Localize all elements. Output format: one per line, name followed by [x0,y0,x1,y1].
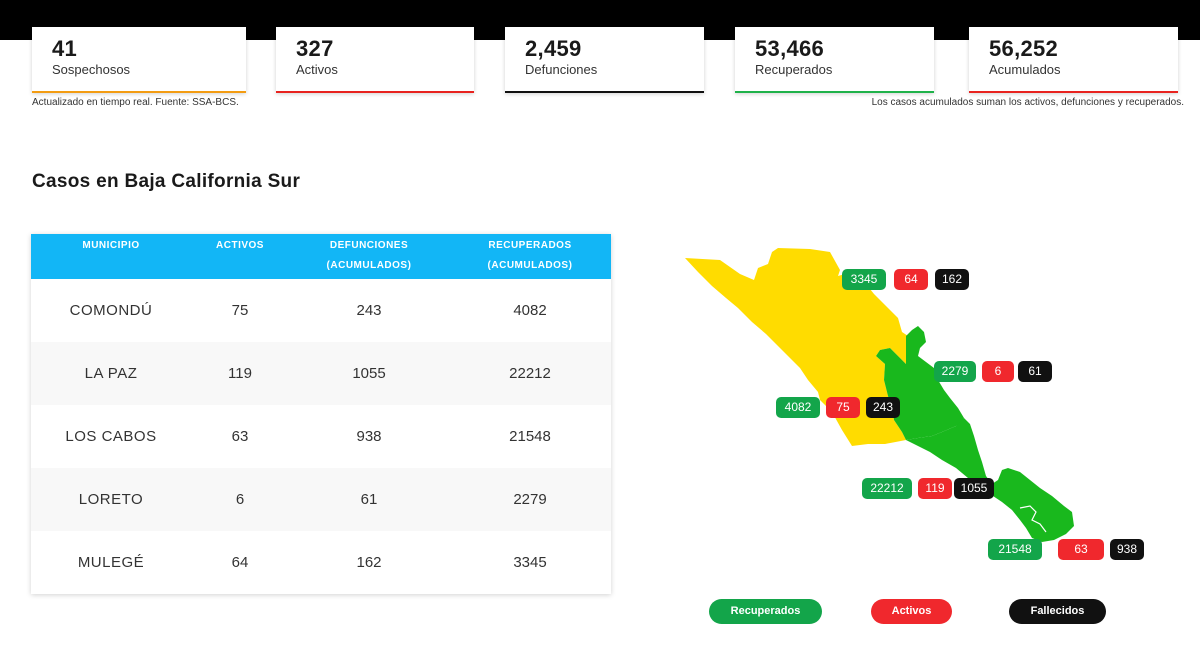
bcs-map [685,248,1074,542]
stat-label: Defunciones [525,62,598,77]
cell-recuperados: 21548 [509,428,551,445]
cell-recuperados: 4082 [513,302,547,319]
badge-lapaz-recuperados: 22212 [862,478,912,499]
badge-mulege-fallecidos: 162 [935,269,969,290]
table-row: MULEGÉ 64 162 3345 [31,531,611,594]
cell-recuperados: 22212 [509,365,551,382]
stat-label: Acumulados [989,62,1061,77]
section-title: Casos en Baja California Sur [32,171,301,192]
table-row: COMONDÚ 75 243 4082 [31,279,611,342]
table-row: LORETO 6 61 2279 [31,468,611,531]
cell-municipio: MULEGÉ [77,554,145,571]
stat-label: Sospechosos [52,62,131,77]
header-activos: ACTIVOS [216,240,264,251]
stat-label: Activos [296,62,338,77]
header-recuperados: RECUPERADOS (ACUMULADOS) [487,240,573,271]
map-region-mulege-comondu [685,248,910,446]
cell-municipio: COMONDÚ [69,302,153,319]
badge-loreto-recuperados: 2279 [934,361,976,382]
cell-recuperados: 3345 [513,554,547,571]
badge-loscabos-fallecidos: 938 [1110,539,1144,560]
map-region-lapaz-loscabos [906,418,1074,542]
badge-comondu-fallecidos: 243 [866,397,900,418]
cell-municipio: LA PAZ [84,365,138,382]
badge-loscabos-recuperados: 21548 [988,539,1042,560]
legend-recuperados: Recuperados [709,599,822,624]
stat-card-acumulados: 56,252 Acumulados [969,27,1178,93]
badge-loscabos-activos: 63 [1058,539,1104,560]
stat-value: 327 [296,36,334,61]
stat-card-sospechosos: 41 Sospechosos [32,27,246,93]
cell-recuperados: 2279 [513,491,547,508]
badge-comondu-activos: 75 [826,397,860,418]
stat-value: 56,252 [989,36,1059,61]
table-row: LA PAZ 119 1055 22212 [31,342,611,405]
table-body: COMONDÚ 75 243 4082 LA PAZ 119 1055 2221… [31,279,611,594]
cases-table: MUNICIPIO ACTIVOS DEFUNCIONES (ACUMULADOS… [31,234,611,594]
table-row: LOS CABOS 63 938 21548 [31,405,611,468]
badge-loreto-activos: 6 [982,361,1014,382]
cell-activos: 6 [235,491,245,508]
cell-activos: 75 [231,302,249,319]
stat-card-defunciones: 2,459 Defunciones [505,27,704,93]
header-defunciones: DEFUNCIONES (ACUMULADOS) [326,240,412,271]
badge-mulege-recuperados: 3345 [842,269,886,290]
badge-mulege-activos: 64 [894,269,928,290]
stat-card-recuperados: 53,466 Recuperados [735,27,934,93]
cell-municipio: LORETO [78,491,144,508]
badge-comondu-recuperados: 4082 [776,397,820,418]
cell-activos: 119 [228,365,252,382]
cell-defunciones: 243 [356,302,382,319]
legend-activos: Activos [871,599,952,624]
cell-activos: 63 [231,428,249,445]
stat-label: Recuperados [755,62,833,77]
header-municipio: MUNICIPIO [82,240,140,251]
cell-defunciones: 61 [360,491,378,508]
badge-lapaz-activos: 119 [918,478,952,499]
stat-value: 53,466 [755,36,825,61]
cell-municipio: LOS CABOS [65,428,157,445]
source-note: Actualizado en tiempo real. Fuente: SSA-… [32,97,239,108]
badge-lapaz-fallecidos: 1055 [954,478,994,499]
cell-defunciones: 938 [356,428,382,445]
badge-loreto-fallecidos: 61 [1018,361,1052,382]
accumulated-note: Los casos acumulados suman los activos, … [871,97,1184,108]
cell-defunciones: 162 [356,554,382,571]
stat-value: 41 [52,36,78,61]
table-header: MUNICIPIO ACTIVOS DEFUNCIONES (ACUMULADOS… [31,234,611,279]
cell-activos: 64 [231,554,249,571]
stat-value: 2,459 [525,36,582,61]
stat-card-activos: 327 Activos [276,27,474,93]
map-border [1019,505,1047,533]
legend-fallecidos: Fallecidos [1009,599,1106,624]
cell-defunciones: 1055 [352,365,386,382]
